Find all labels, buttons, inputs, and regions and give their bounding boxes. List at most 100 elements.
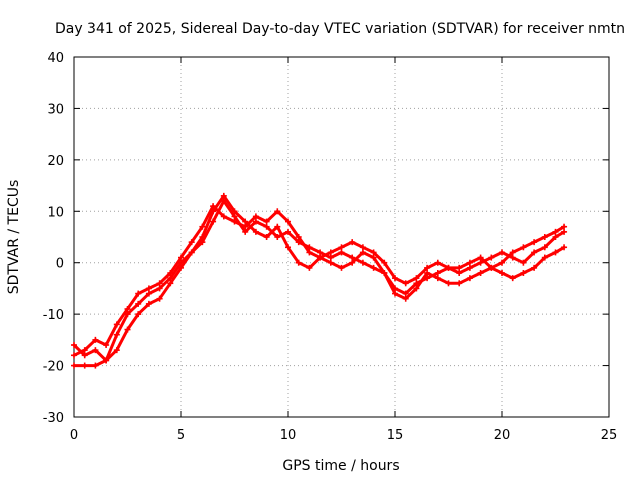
data-point	[552, 249, 559, 256]
data-point	[103, 342, 110, 348]
data-point	[113, 331, 120, 338]
data-point	[252, 213, 259, 220]
data-point	[145, 300, 152, 307]
data-point	[113, 321, 120, 328]
data-point	[263, 234, 270, 240]
data-point	[338, 244, 345, 251]
data-point	[488, 254, 495, 261]
data-point	[156, 295, 163, 302]
data-point	[199, 239, 206, 246]
y-axis-label: SDTVAR / TECUs	[6, 180, 22, 295]
data-point	[306, 264, 313, 271]
data-point	[349, 239, 356, 246]
y-tick-label: -20	[43, 360, 64, 375]
series-track-2	[71, 198, 568, 369]
data-point	[541, 254, 548, 261]
data-point	[552, 228, 559, 235]
data-point	[466, 259, 473, 266]
data-point	[531, 249, 538, 256]
data-point	[156, 285, 163, 292]
data-point	[424, 270, 431, 276]
data-point	[252, 218, 259, 225]
data-point	[113, 347, 120, 354]
y-tick-label: -10	[43, 308, 64, 323]
data-point	[520, 270, 527, 276]
data-point	[103, 357, 110, 364]
data-point	[145, 290, 152, 297]
x-tick-label: 5	[177, 428, 185, 443]
data-point	[263, 223, 270, 230]
data-point	[370, 254, 377, 261]
data-point	[541, 234, 548, 240]
x-tick-label: 25	[601, 428, 618, 443]
data-point	[156, 280, 163, 287]
y-tick-label: 40	[47, 51, 64, 66]
data-point	[92, 347, 99, 354]
data-point	[327, 259, 334, 266]
data-point	[456, 280, 463, 287]
data-point	[135, 300, 142, 307]
data-point	[295, 234, 302, 240]
data-point	[402, 280, 409, 287]
data-point	[413, 285, 420, 292]
series-group	[71, 192, 568, 369]
data-point	[285, 218, 291, 225]
data-point	[531, 239, 538, 246]
data-point	[231, 213, 238, 220]
data-point	[381, 270, 388, 276]
data-point	[520, 259, 527, 266]
data-point	[71, 342, 77, 348]
data-point	[561, 244, 568, 251]
data-point	[231, 218, 238, 225]
data-point	[317, 249, 324, 256]
data-point	[499, 249, 505, 256]
data-point	[381, 259, 388, 266]
data-point	[242, 218, 249, 225]
data-point	[434, 275, 441, 282]
y-tick-label: 0	[56, 257, 64, 272]
data-point	[317, 254, 324, 261]
data-point	[509, 249, 516, 256]
data-point	[188, 239, 195, 246]
data-point	[488, 264, 495, 271]
data-point	[509, 254, 516, 261]
data-point	[167, 270, 174, 276]
data-point	[124, 306, 131, 312]
data-point	[349, 259, 356, 266]
data-point	[552, 234, 559, 240]
data-point	[477, 270, 484, 276]
data-point	[71, 352, 77, 359]
data-point	[263, 218, 270, 225]
data-point	[445, 264, 452, 271]
data-point	[242, 228, 249, 235]
data-point	[434, 259, 441, 266]
x-axis-label: GPS time / hours	[282, 458, 399, 474]
data-point	[188, 249, 195, 256]
x-tick-label: 20	[494, 428, 511, 443]
series-line	[72, 194, 566, 362]
y-tick-label: 20	[47, 154, 64, 169]
data-point	[210, 218, 217, 225]
data-point	[499, 259, 505, 266]
data-point	[359, 259, 366, 266]
series-line	[72, 204, 566, 357]
x-tick-label: 10	[280, 428, 297, 443]
data-point	[124, 326, 131, 333]
data-point	[135, 290, 142, 297]
data-point	[392, 290, 398, 297]
grid	[74, 57, 609, 417]
series-track-1	[71, 192, 568, 364]
data-point	[327, 249, 334, 256]
data-point	[199, 223, 206, 230]
ticks: 0 5 10 15 20 25 -30 -20 -10 0 10 20 30 40	[43, 51, 618, 443]
data-point	[274, 208, 281, 215]
data-point	[541, 244, 548, 251]
data-point	[145, 285, 152, 292]
data-point	[456, 270, 463, 276]
data-point	[220, 213, 227, 220]
data-point	[210, 203, 217, 210]
data-point	[81, 362, 88, 369]
data-point	[338, 249, 345, 256]
data-point	[92, 336, 99, 343]
